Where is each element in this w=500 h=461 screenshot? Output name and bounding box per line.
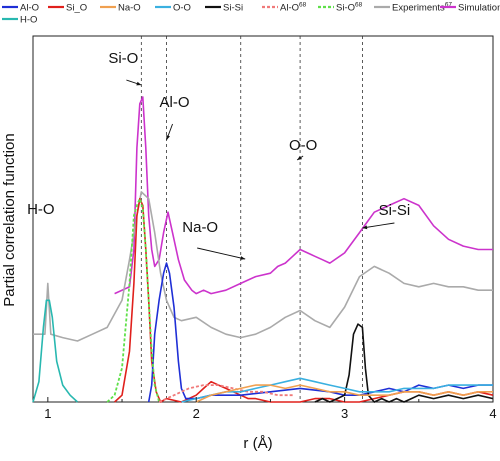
reference-lines — [140, 36, 363, 402]
series-o-o — [181, 377, 493, 403]
annotation-arrowhead-al-o — [166, 135, 170, 140]
annotation-si-o: Si-O — [108, 50, 138, 67]
annotation-al-o: Al-O — [160, 94, 190, 111]
series-simulation — [114, 96, 493, 295]
legend-label-si-o: Si_O — [66, 3, 87, 14]
annotation-arrow-si-si — [362, 222, 395, 229]
legend: Al-O Si_O Na-O O-O Si-Si Al-O68 Si-O68 Experime… — [2, 2, 500, 26]
series-si-si — [314, 323, 494, 403]
annotation-o-o: O-O — [289, 137, 317, 154]
series-na-o — [195, 384, 493, 403]
x-axis-label: r (Å) — [243, 435, 272, 452]
y-axis-label: Partial correlation function — [1, 133, 18, 306]
series-experiments — [33, 191, 493, 342]
series-h-o — [32, 299, 79, 403]
series-si-o-ref — [106, 197, 160, 403]
annotation-arrowhead-si-o — [136, 81, 142, 86]
legend-label-al-o: Al-O — [20, 3, 39, 14]
legend-label-si-si: Si-Si — [223, 3, 243, 14]
x-tick-label: 3 — [341, 406, 348, 421]
legend-label-h-o: H-O — [20, 15, 37, 26]
x-tick-label: 4 — [489, 406, 496, 421]
annotation-na-o: Na-O — [182, 219, 218, 236]
series-al-o — [147, 262, 493, 403]
x-axis-ticks: 1 2 3 4 — [44, 397, 497, 421]
x-tick-label: 1 — [44, 406, 51, 421]
plot-frame — [32, 35, 494, 403]
annotation-arrowhead-si-si — [362, 225, 368, 230]
annotation-arrow-na-o — [197, 247, 246, 260]
series-group — [32, 96, 494, 403]
legend-label-simulation-ref: Simulation69 — [458, 2, 500, 14]
annotation-si-si: Si-Si — [379, 202, 411, 219]
legend-label-si-o-ref: Si-O68 — [336, 2, 363, 14]
annotation-h-o: H-O — [27, 201, 55, 218]
legend-label-al-o-ref: Al-O68 — [280, 2, 307, 14]
annotations: Si-O Al-O O-O H-O Na-O Si-Si — [27, 50, 410, 260]
legend-label-o-o: O-O — [173, 3, 191, 14]
legend-label-na-o: Na-O — [118, 3, 141, 14]
annotation-arrowhead-o-o — [297, 155, 303, 160]
legend-label-experiments-ref: Experiments67 — [392, 2, 452, 14]
x-tick-label: 2 — [193, 406, 200, 421]
series-al-o-ref — [158, 384, 293, 403]
annotation-arrowhead-na-o — [240, 256, 246, 260]
